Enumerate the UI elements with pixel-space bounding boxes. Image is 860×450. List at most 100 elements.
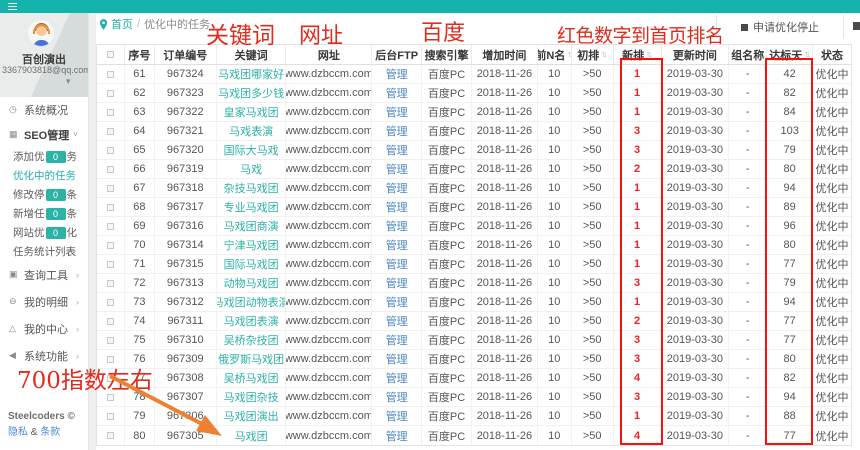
stop-optimization-button[interactable]: 申请优化停止 bbox=[716, 15, 844, 39]
manage-link[interactable]: 管理 bbox=[372, 388, 423, 406]
manage-link[interactable]: 管理 bbox=[372, 255, 423, 273]
select-all-checkbox[interactable] bbox=[97, 45, 125, 64]
row-checkbox[interactable] bbox=[97, 179, 125, 197]
sidebar-item-system-functions[interactable]: ◀ 系统功能 › bbox=[0, 342, 88, 369]
checkbox-icon[interactable] bbox=[106, 89, 114, 97]
sidebar-item-my-details[interactable]: ⊖ 我的明细 › bbox=[0, 288, 88, 315]
terms-link[interactable]: 条款 bbox=[40, 427, 61, 438]
manage-link[interactable]: 管理 bbox=[372, 103, 423, 121]
sidebar-item-query-tools[interactable]: ▣ 查询工具 › bbox=[0, 261, 88, 288]
keyword-link[interactable]: 皇家马戏团 bbox=[217, 103, 287, 121]
row-checkbox[interactable] bbox=[97, 312, 125, 330]
manage-link[interactable]: 管理 bbox=[372, 331, 423, 349]
checkbox-icon[interactable] bbox=[106, 432, 114, 439]
keyword-link[interactable]: 马戏 bbox=[217, 160, 287, 178]
breadcrumb-home[interactable]: 首页 bbox=[111, 19, 133, 31]
keyword-link[interactable]: 国际大马戏 bbox=[217, 141, 287, 159]
keyword-link[interactable]: 俄罗斯马戏团 bbox=[217, 350, 287, 368]
row-checkbox[interactable] bbox=[97, 217, 125, 235]
keyword-link[interactable]: 马戏团动物表演 bbox=[217, 293, 287, 311]
checkbox-icon[interactable] bbox=[106, 184, 114, 192]
row-checkbox[interactable] bbox=[97, 122, 125, 140]
keyword-link[interactable]: 马戏团表演 bbox=[217, 312, 287, 330]
sidebar-item-seo[interactable]: ▦ SEO管理 ˅ bbox=[0, 122, 88, 147]
keyword-link[interactable]: 专业马戏团 bbox=[217, 198, 287, 216]
manage-link[interactable]: 管理 bbox=[372, 84, 423, 102]
keyword-link[interactable]: 动物马戏团 bbox=[217, 274, 287, 292]
keyword-link[interactable]: 马戏团 bbox=[217, 426, 287, 445]
keyword-link[interactable]: 马戏表演 bbox=[217, 122, 287, 140]
keyword-link[interactable]: 国际马戏团 bbox=[217, 255, 287, 273]
manage-link[interactable]: 管理 bbox=[372, 122, 423, 140]
row-checkbox[interactable] bbox=[97, 65, 125, 83]
sidebar-item-my-center[interactable]: △ 我的中心 › bbox=[0, 315, 88, 342]
checkbox-icon[interactable] bbox=[106, 298, 114, 306]
sidebar-item-overview[interactable]: ◷ 系统概况 bbox=[0, 97, 88, 122]
keyword-link[interactable]: 吴桥马戏团 bbox=[217, 369, 287, 387]
row-checkbox[interactable] bbox=[97, 160, 125, 178]
keyword-link[interactable]: 马戏团演出 bbox=[217, 407, 287, 425]
row-checkbox[interactable] bbox=[97, 274, 125, 292]
sidebar-item-add-task[interactable]: 添加优 0 务 bbox=[0, 147, 88, 166]
keyword-link[interactable]: 吴桥杂技团 bbox=[217, 331, 287, 349]
manage-link[interactable]: 管理 bbox=[372, 274, 423, 292]
checkbox-icon[interactable] bbox=[106, 203, 114, 211]
row-checkbox[interactable] bbox=[97, 141, 125, 159]
checkbox-icon[interactable] bbox=[106, 165, 114, 173]
checkbox-icon[interactable] bbox=[106, 146, 114, 154]
row-checkbox[interactable] bbox=[97, 331, 125, 349]
manage-link[interactable]: 管理 bbox=[372, 217, 423, 235]
checkbox-icon[interactable] bbox=[106, 260, 114, 268]
checkbox-icon[interactable] bbox=[106, 222, 114, 230]
checkbox-icon[interactable] bbox=[106, 127, 114, 135]
keyword-link[interactable]: 马戏团杂技 bbox=[217, 388, 287, 406]
checkbox-icon[interactable] bbox=[106, 108, 114, 116]
sidebar-item-task-stats[interactable]: 任务统计列表 bbox=[0, 242, 88, 261]
manage-link[interactable]: 管理 bbox=[372, 350, 423, 368]
keyword-link[interactable]: 马戏团哪家好 bbox=[217, 65, 287, 83]
checkbox-icon[interactable] bbox=[106, 279, 114, 287]
privacy-link[interactable]: 隐私 bbox=[8, 427, 28, 438]
row-checkbox[interactable] bbox=[97, 255, 125, 273]
sidebar-item-modify-stop[interactable]: 修改停 0 条 bbox=[0, 185, 88, 204]
keyword-link[interactable]: 马戏团多少钱 bbox=[217, 84, 287, 102]
manage-link[interactable]: 管理 bbox=[372, 312, 423, 330]
column-header[interactable]: 达标天 ⇅ bbox=[767, 45, 814, 64]
row-checkbox[interactable] bbox=[97, 198, 125, 216]
column-header[interactable]: 初排 ⇅ bbox=[572, 45, 614, 64]
row-checkbox[interactable] bbox=[97, 350, 125, 368]
menu-icon[interactable] bbox=[8, 3, 17, 10]
checkbox-icon[interactable] bbox=[106, 355, 114, 363]
manage-link[interactable]: 管理 bbox=[372, 236, 423, 254]
checkbox-icon[interactable] bbox=[106, 336, 114, 344]
checkbox-icon[interactable] bbox=[106, 51, 114, 58]
manage-link[interactable]: 管理 bbox=[372, 426, 423, 445]
checkbox-icon[interactable] bbox=[106, 70, 114, 78]
row-checkbox[interactable] bbox=[97, 103, 125, 121]
sidebar-item-optimizing-tasks[interactable]: 优化中的任务 bbox=[0, 166, 88, 185]
row-checkbox[interactable] bbox=[97, 407, 125, 425]
manage-link[interactable]: 管理 bbox=[372, 293, 423, 311]
keyword-link[interactable]: 宁津马戏团 bbox=[217, 236, 287, 254]
keyword-link[interactable]: 杂技马戏团 bbox=[217, 179, 287, 197]
manage-link[interactable]: 管理 bbox=[372, 179, 423, 197]
checkbox-icon[interactable] bbox=[106, 241, 114, 249]
sidebar-item-new-task[interactable]: 新增任 0 条 bbox=[0, 204, 88, 223]
column-header[interactable]: 前N名⇅ bbox=[538, 45, 572, 64]
sidebar-item-site-optimize[interactable]: 网站优 0 化 bbox=[0, 223, 88, 242]
checkbox-icon[interactable] bbox=[106, 317, 114, 325]
manage-link[interactable]: 管理 bbox=[372, 369, 423, 387]
row-checkbox[interactable] bbox=[97, 293, 125, 311]
manage-link[interactable]: 管理 bbox=[372, 160, 423, 178]
cell: 69 bbox=[125, 217, 155, 235]
chevron-down-icon[interactable]: ▾ bbox=[66, 76, 71, 86]
row-checkbox[interactable] bbox=[97, 84, 125, 102]
manage-link[interactable]: 管理 bbox=[372, 141, 423, 159]
row-checkbox[interactable] bbox=[97, 236, 125, 254]
keyword-link[interactable]: 马戏团商演 bbox=[217, 217, 287, 235]
manage-link[interactable]: 管理 bbox=[372, 407, 423, 425]
row-checkbox[interactable] bbox=[97, 426, 125, 445]
manage-link[interactable]: 管理 bbox=[372, 198, 423, 216]
manage-link[interactable]: 管理 bbox=[372, 65, 423, 83]
checkbox-icon[interactable] bbox=[106, 412, 114, 420]
